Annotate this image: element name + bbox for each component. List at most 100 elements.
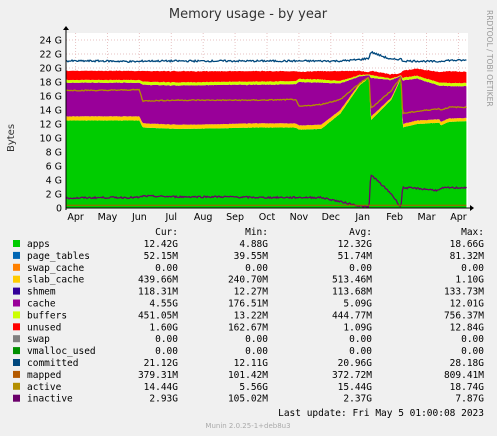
legend-cur-active: 14.44G (144, 382, 179, 393)
legend-min-buffers: 13.22M (234, 310, 269, 321)
legend-name-mapped: mapped (27, 370, 61, 381)
legend-name-slab_cache: slab_cache (27, 275, 84, 286)
legend-min-swap_cache: 0.00 (245, 263, 268, 274)
legend-swatch-swap (13, 335, 20, 343)
col-max: Max: (461, 227, 484, 238)
legend-swatch-active (13, 382, 20, 390)
legend-avg-active: 15.44G (338, 382, 373, 393)
x-tick-labels: Apr May Jun Jul Aug Sep Oct Nov Dec Jan Feb Mar Apr (67, 212, 466, 223)
legend-swatch-cache (13, 299, 20, 307)
legend-min-committed: 12.11G (234, 358, 269, 369)
legend-name-active: active (27, 382, 62, 393)
munin-version: Munin 2.0.25-1+deb8u3 (205, 422, 290, 430)
x-tick-label: Dec (322, 212, 340, 223)
x-tick-label: Jan (354, 212, 370, 223)
legend-avg-slab_cache: 513.46M (332, 275, 372, 286)
area-apps (66, 78, 467, 208)
x-tick-label: Jul (165, 212, 177, 223)
y-tick-label: 4 G (46, 176, 62, 187)
x-tick-label: Aug (194, 212, 213, 223)
area-buffers (66, 74, 467, 87)
legend-name-vmalloc_used: vmalloc_used (27, 346, 96, 357)
stacked-areas (66, 68, 467, 208)
legend-name-inactive: inactive (27, 394, 73, 405)
col-min: Min: (245, 227, 268, 238)
area-slab_cache (66, 76, 467, 130)
legend-avg-committed: 20.96G (338, 358, 373, 369)
legend-cur-apps: 12.42G (144, 239, 179, 250)
legend-cur-page_tables: 52.15M (144, 251, 179, 262)
legend-avg-buffers: 444.77M (332, 310, 372, 321)
legend-avg-swap_cache: 0.00 (349, 263, 372, 274)
chart-title: Memory usage - by year (169, 7, 328, 22)
col-avg: Avg: (349, 227, 372, 238)
last-update: Last update: Fri May 5 01:00:08 2023 (278, 408, 484, 419)
x-tick-label: Oct (259, 212, 276, 223)
legend-cur-cache: 4.55G (149, 299, 178, 310)
x-tick-label: May (98, 212, 118, 223)
legend-min-active: 5.56G (239, 382, 268, 393)
legend-max-shmem: 133.73M (444, 287, 484, 298)
legend-max-unused: 12.84G (450, 322, 485, 333)
legend-name-cache: cache (27, 299, 56, 310)
legend-swatch-unused (13, 323, 20, 331)
legend-swatch-page_tables (13, 251, 20, 259)
legend-swatch-committed (13, 359, 20, 366)
legend-name-committed: committed (27, 358, 78, 369)
legend-swatch-buffers (13, 311, 20, 319)
x-tick-label: Sep (226, 212, 244, 223)
y-tick-label: 20 G (40, 64, 62, 75)
legend-avg-inactive: 2.37G (343, 394, 372, 405)
legend-avg-shmem: 113.68M (332, 287, 372, 298)
legend-cur-slab_cache: 439.66M (138, 275, 178, 286)
legend-name-swap_cache: swap_cache (27, 263, 84, 274)
legend-name-shmem: shmem (27, 287, 56, 298)
legend-min-cache: 176.51M (228, 299, 268, 310)
axes (63, 26, 474, 211)
legend-cur-shmem: 118.31M (138, 287, 178, 298)
y-tick-label: 10 G (40, 134, 62, 145)
x-tick-label: Jun (131, 212, 147, 223)
x-tick-label: Apr (67, 212, 84, 223)
y-tick-label: 12 G (40, 120, 62, 131)
y-tick-label: 18 G (40, 78, 62, 89)
x-tick-label: Apr (450, 212, 467, 223)
y-tick-label: 8 G (46, 148, 62, 159)
y-tick-label: 24 G (40, 36, 62, 47)
legend-cur-mapped: 379.31M (138, 370, 178, 381)
legend-min-apps: 4.88G (239, 239, 268, 250)
legend: Cur: Min: Avg: Max: apps 12.42G 4.88G 12.32… (13, 227, 484, 405)
legend-min-unused: 162.67M (228, 322, 268, 333)
y-tick-labels: 0 2 G 4 G 6 G 8 G 10 G 12 G 14 G 16 G 18 G 20 G 22 … (40, 36, 62, 215)
legend-cur-inactive: 2.93G (149, 394, 178, 405)
legend-min-shmem: 12.27M (234, 287, 269, 298)
legend-max-slab_cache: 1.10G (455, 275, 484, 286)
rrdtool-watermark: RRDTOOL / TOBI OETIKER (485, 10, 494, 107)
legend-min-page_tables: 39.55M (234, 251, 269, 262)
legend-min-vmalloc_used: 0.00 (245, 346, 268, 357)
legend-avg-apps: 12.32G (338, 239, 373, 250)
line-inactive (65, 174, 467, 209)
legend-cur-buffers: 451.05M (138, 310, 178, 321)
legend-min-inactive: 105.02M (228, 394, 268, 405)
legend-avg-page_tables: 51.74M (338, 251, 373, 262)
legend-name-apps: apps (27, 239, 50, 250)
legend-max-swap: 0.00 (461, 334, 484, 345)
y-tick-label: 2 G (46, 190, 62, 201)
legend-swatch-vmalloc_used (13, 347, 20, 355)
line-series (65, 50, 467, 209)
legend-name-buffers: buffers (27, 310, 67, 321)
col-cur: Cur: (155, 227, 178, 238)
legend-avg-swap: 0.00 (349, 334, 372, 345)
legend-avg-cache: 5.09G (343, 299, 372, 310)
legend-avg-vmalloc_used: 0.00 (349, 346, 372, 357)
y-tick-label: 22 G (40, 50, 62, 61)
legend-max-buffers: 756.37M (444, 310, 484, 321)
legend-min-mapped: 101.42M (228, 370, 268, 381)
legend-max-committed: 28.18G (450, 358, 485, 369)
x-tick-label: Nov (290, 212, 309, 223)
legend-cur-committed: 21.12G (144, 358, 179, 369)
y-tick-label: 6 G (46, 162, 62, 173)
y-tick-label: 0 (56, 204, 62, 215)
